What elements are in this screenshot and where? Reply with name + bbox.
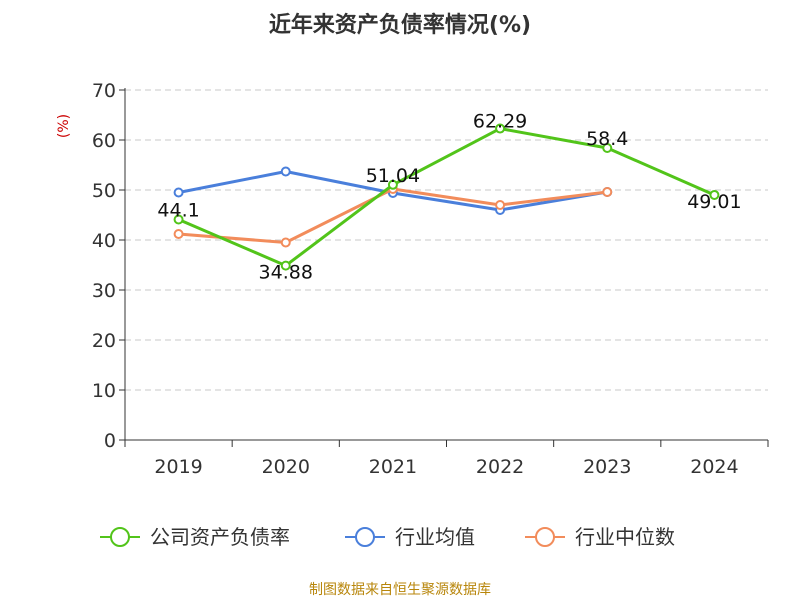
data-label: 58.4: [586, 128, 628, 150]
data-label: 51.04: [366, 165, 420, 187]
legend-swatch-marker: [110, 527, 130, 547]
y-tick-label: 30: [92, 280, 116, 302]
series-line-0: [177, 127, 716, 268]
y-tick-label: 40: [92, 230, 116, 252]
x-tick-label: 2020: [262, 456, 310, 478]
x-tick-label: 2023: [583, 456, 631, 478]
y-tick-label: 10: [92, 380, 116, 402]
data-point: [173, 214, 184, 225]
axes: 0 10 20 30 40 50 60 70 2019 2020 2021 2022 2023 2024: [92, 80, 769, 478]
grid: [125, 89, 768, 391]
y-tick-label: 70: [92, 80, 116, 102]
data-label: 34.88: [259, 262, 313, 284]
data-point: [495, 123, 506, 134]
data-point: [709, 189, 720, 200]
data-point: [387, 179, 398, 190]
data-label: 49.01: [687, 191, 741, 213]
y-axis-label: (%): [56, 114, 72, 138]
legend-swatch-marker: [535, 527, 555, 547]
data-point: [280, 260, 291, 271]
x-tick-label: 2019: [154, 456, 202, 478]
legend-label: 行业中位数: [575, 525, 675, 549]
legend: 公司资产负债率 行业均值 行业中位数: [100, 525, 675, 549]
data-point: [173, 187, 184, 198]
legend-label: 行业均值: [395, 525, 475, 549]
data-label: 62.29: [473, 111, 527, 133]
y-tick-label: 50: [92, 180, 116, 202]
data-point: [280, 237, 291, 248]
x-tick-label: 2024: [690, 456, 738, 478]
legend-swatch-marker: [355, 527, 375, 547]
y-tick-label: 0: [104, 430, 116, 452]
x-tick-label: 2022: [476, 456, 524, 478]
data-point: [602, 187, 613, 197]
legend-label: 公司资产负债率: [150, 525, 290, 549]
data-point: [602, 143, 613, 153]
data-labels: 44.1 34.88 51.04 62.29 58.4 49.01: [157, 111, 741, 284]
y-tick-label: 60: [92, 130, 116, 152]
legend-item-0[interactable]: 公司资产负债率: [100, 525, 290, 549]
chart-title: 近年来资产负债率情况(%): [269, 12, 531, 38]
legend-item-1[interactable]: 行业均值: [345, 525, 475, 549]
y-tick-label: 20: [92, 330, 116, 352]
data-point: [173, 229, 184, 239]
data-point: [495, 200, 506, 210]
legend-item-2[interactable]: 行业中位数: [525, 525, 675, 549]
data-label: 44.1: [157, 200, 199, 222]
data-point: [280, 166, 291, 177]
x-tick-label: 2021: [369, 456, 417, 478]
source-note: 制图数据来自恒生聚源数据库: [309, 582, 491, 598]
series-lines: [173, 123, 720, 271]
